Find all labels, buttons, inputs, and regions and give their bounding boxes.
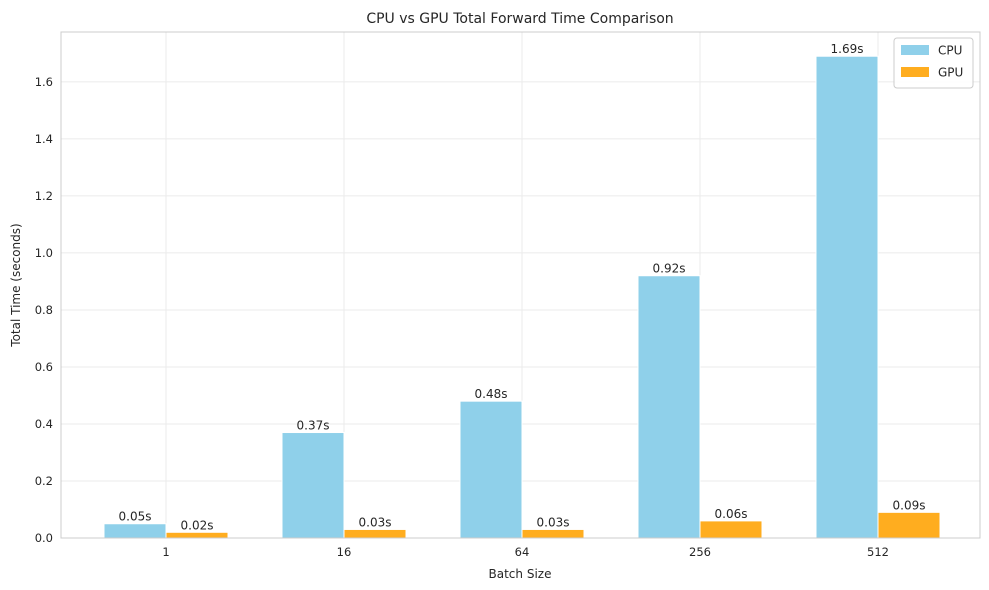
data-label-cpu-64: 0.48s — [475, 387, 508, 401]
data-label-cpu-256: 0.92s — [653, 262, 686, 276]
y-tick-label: 0.6 — [35, 360, 53, 374]
data-label-cpu-512: 1.69s — [831, 42, 864, 56]
bar-cpu-1 — [103, 523, 167, 539]
data-label-cpu-1: 0.05s — [119, 510, 152, 524]
plot-frame — [60, 31, 981, 539]
bar-cpu-256 — [637, 275, 701, 539]
y-tick-label: 0.0 — [35, 531, 53, 545]
bar-gpu-256 — [699, 520, 763, 539]
bar-gpu-1 — [165, 531, 229, 539]
legend-swatch-gpu — [901, 67, 929, 77]
data-label-gpu-64: 0.03s — [537, 515, 570, 529]
bar-gpu-16 — [343, 528, 407, 539]
bars-layer — [103, 55, 941, 539]
y-tick-label: 1.0 — [35, 246, 53, 260]
x-axis-label: Batch Size — [489, 567, 552, 581]
legend: CPU GPU — [893, 37, 974, 89]
chart-title: CPU vs GPU Total Forward Time Comparison — [366, 11, 673, 27]
ticks-layer: 0.0 0.2 0.4 0.6 0.8 1.0 1.2 1.4 1.6 1 16 64 256 512 — [35, 75, 889, 559]
bar-cpu-512 — [815, 55, 879, 539]
y-tick-label: 1.2 — [35, 189, 53, 203]
legend-label-gpu: GPU — [938, 66, 963, 80]
y-tick-label: 1.6 — [35, 75, 53, 89]
y-tick-label: 0.2 — [35, 474, 53, 488]
legend-swatch-cpu — [901, 45, 929, 55]
bar-cpu-16 — [281, 432, 345, 539]
data-label-gpu-16: 0.03s — [359, 515, 392, 529]
bar-cpu-64 — [459, 400, 523, 539]
legend-label-cpu: CPU — [938, 44, 962, 58]
x-tick-label: 16 — [337, 545, 352, 559]
x-tick-label: 64 — [515, 545, 530, 559]
data-label-cpu-16: 0.37s — [297, 419, 330, 433]
y-tick-label: 0.4 — [35, 417, 53, 431]
data-labels-layer: 0.05s 0.37s 0.48s 0.92s 1.69s 0.02s 0.03s 0.03s… — [119, 42, 926, 532]
y-axis-label: Total Time (seconds) — [9, 223, 23, 347]
data-label-gpu-512: 0.09s — [893, 498, 926, 512]
data-label-gpu-1: 0.02s — [181, 518, 214, 532]
y-tick-label: 1.4 — [35, 132, 53, 146]
x-tick-label: 1 — [162, 545, 169, 559]
bar-gpu-64 — [521, 528, 585, 539]
x-tick-label: 256 — [689, 545, 711, 559]
bar-gpu-512 — [877, 511, 941, 539]
data-label-gpu-256: 0.06s — [715, 507, 748, 521]
y-tick-label: 0.8 — [35, 303, 53, 317]
x-tick-label: 512 — [867, 545, 889, 559]
